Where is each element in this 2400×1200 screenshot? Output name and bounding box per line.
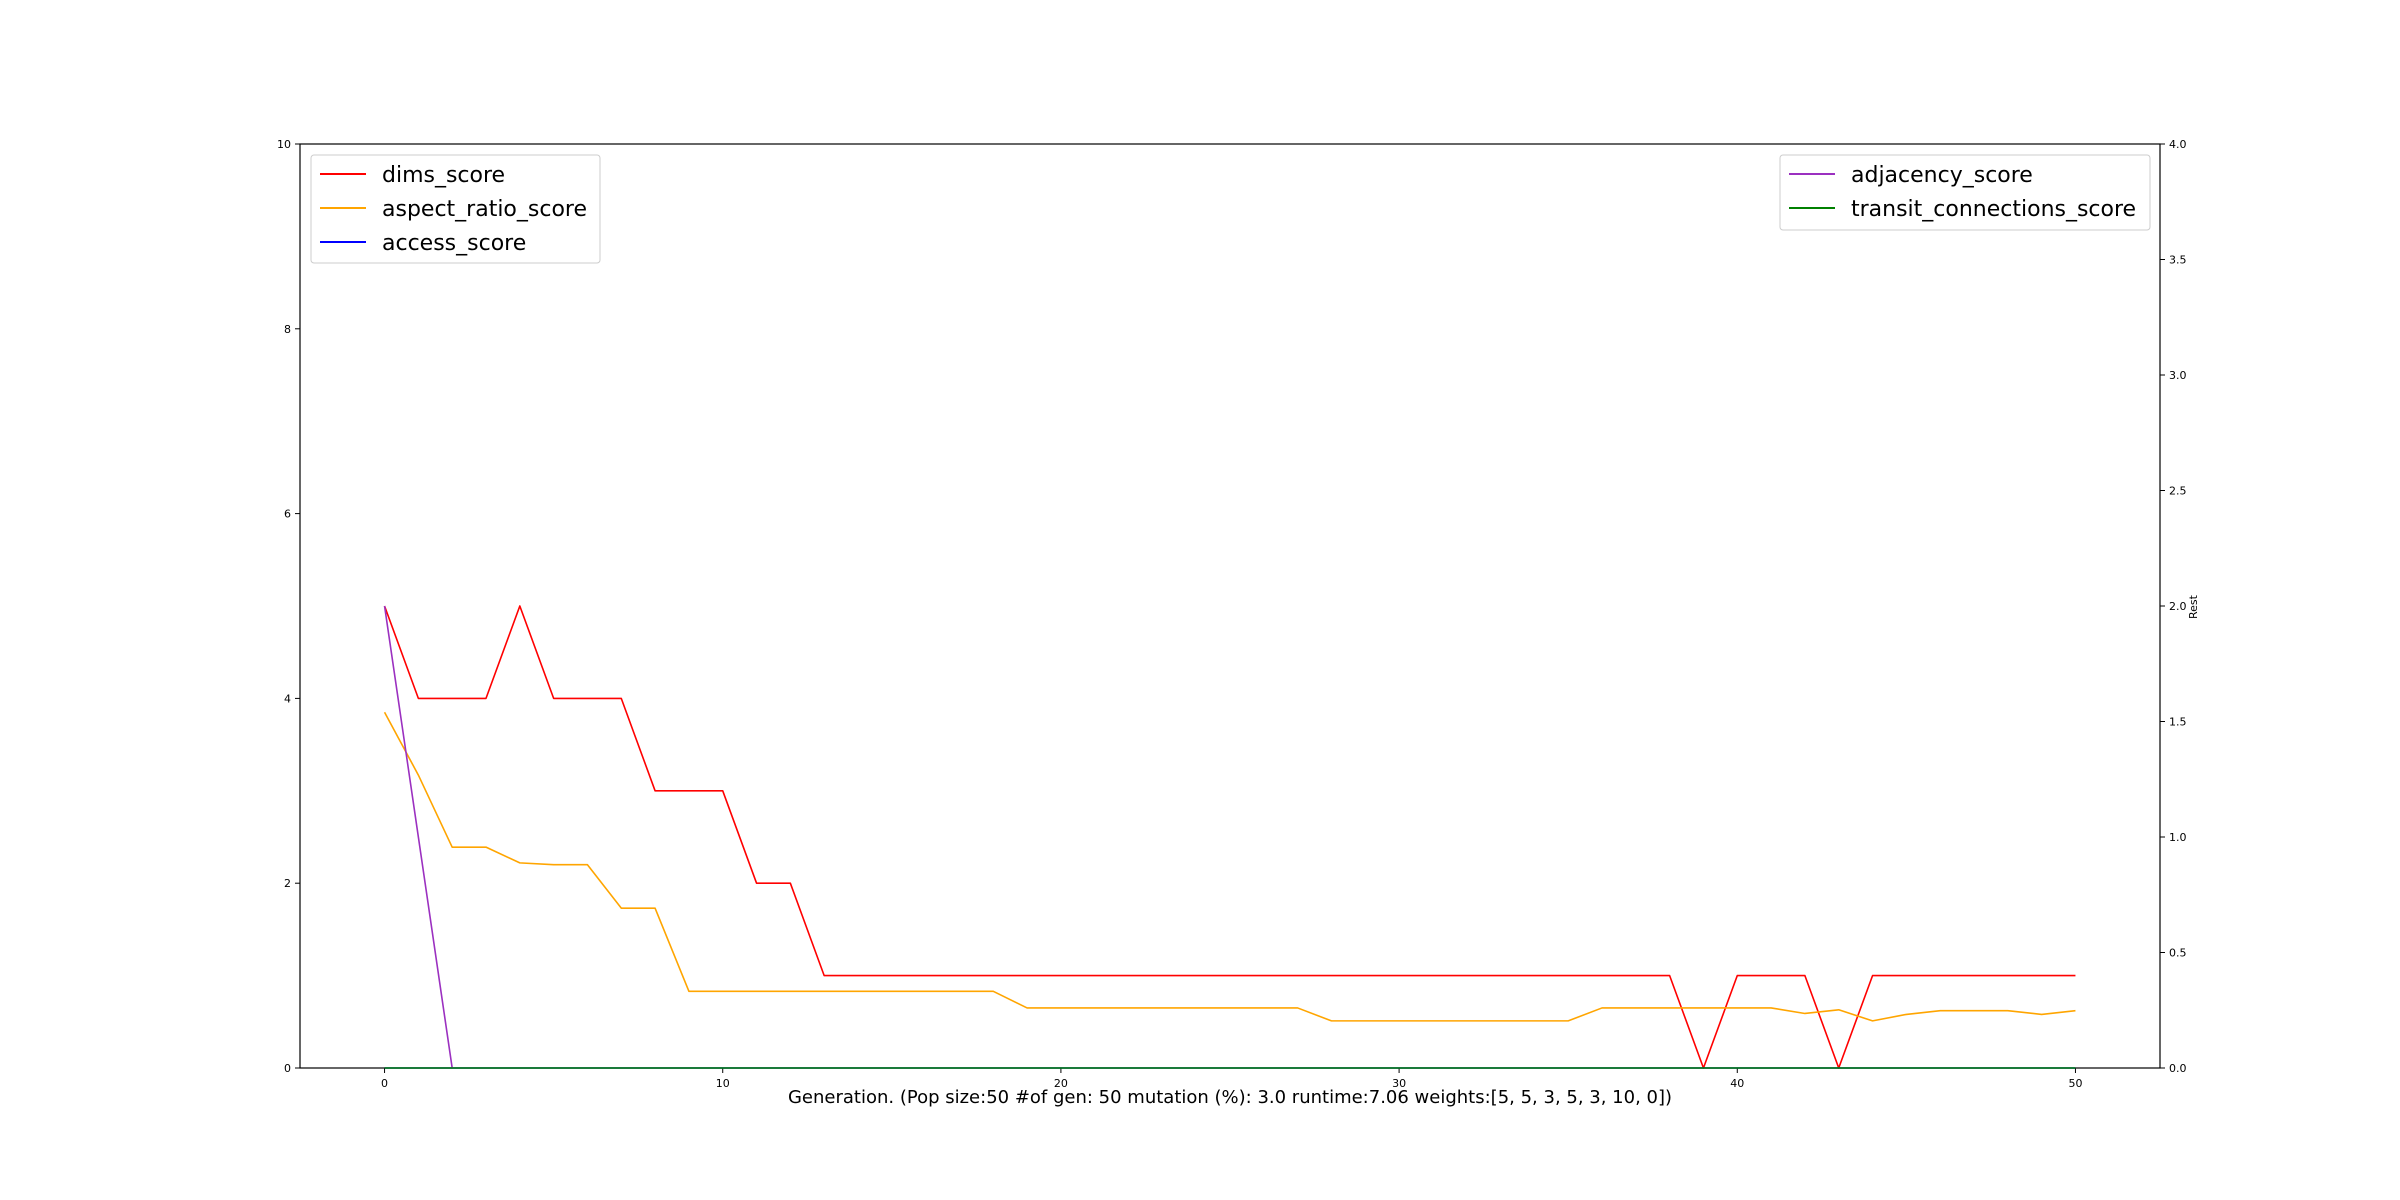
x-axis-label: Generation. (Pop size:50 #of gen: 50 mut…: [788, 1087, 1672, 1108]
right-y-tick-label: 0.0: [2169, 1062, 2187, 1075]
right-y-tick-label: 2.5: [2169, 485, 2187, 498]
x-tick-label: 0: [381, 1077, 388, 1090]
plot-frame: [299, 143, 2161, 1069]
right-y-axis-ticks: 0.0 0.5 1.0 1.5 2.0 2.5 3.0 3.5 4.0: [2160, 138, 2187, 1075]
left-y-tick-label: 4: [284, 692, 291, 705]
legend-left-box: [310, 154, 601, 264]
right-y-tick-label: 1.5: [2169, 716, 2187, 729]
right-y-tick-label: 0.5: [2169, 947, 2187, 960]
x-tick-label: 10: [716, 1077, 730, 1090]
x-axis-ticks: 0 10 20 30 40 50: [381, 1068, 2082, 1090]
legend-right: adjacency_score transit_connections_scor…: [1779, 154, 2151, 231]
series-line-adjacency_score: [383, 605, 453, 1069]
series-line-aspect_ratio_score: [383, 711, 2076, 1022]
right-y-tick-label: 2.0: [2169, 600, 2187, 613]
right-y-tick-label: 3.0: [2169, 369, 2187, 382]
legend-label-transit-connections: transit_connections_score: [1851, 197, 2136, 222]
legend-label-access: access_score: [382, 231, 526, 256]
series-line-dims_score: [383, 605, 2076, 1069]
legend-label-aspect-ratio: aspect_ratio_score: [382, 197, 587, 222]
legend-label-adjacency: adjacency_score: [1851, 163, 2033, 188]
legend-left: dims_score aspect_ratio_score access_sco…: [310, 154, 601, 264]
right-y-tick-label: 1.0: [2169, 831, 2187, 844]
x-tick-label: 20: [1054, 1077, 1068, 1090]
x-tick-label: 30: [1392, 1077, 1406, 1090]
left-y-tick-label: 8: [284, 323, 291, 336]
left-y-tick-label: 10: [277, 138, 291, 151]
x-tick-label: 50: [2068, 1077, 2082, 1090]
right-y-tick-label: 4.0: [2169, 138, 2187, 151]
series-layer: [383, 605, 2076, 1069]
legend-right-box: [1779, 154, 2151, 231]
right-y-axis-label: Rest: [2187, 594, 2200, 619]
legend-label-dims: dims_score: [382, 163, 505, 188]
left-y-tick-label: 2: [284, 877, 291, 890]
left-y-tick-label: 0: [284, 1062, 291, 1075]
left-y-axis-ticks: 0 2 4 6 8 10: [277, 138, 300, 1075]
right-y-tick-label: 3.5: [2169, 254, 2187, 267]
left-y-tick-label: 6: [284, 508, 291, 521]
x-tick-label: 40: [1730, 1077, 1744, 1090]
